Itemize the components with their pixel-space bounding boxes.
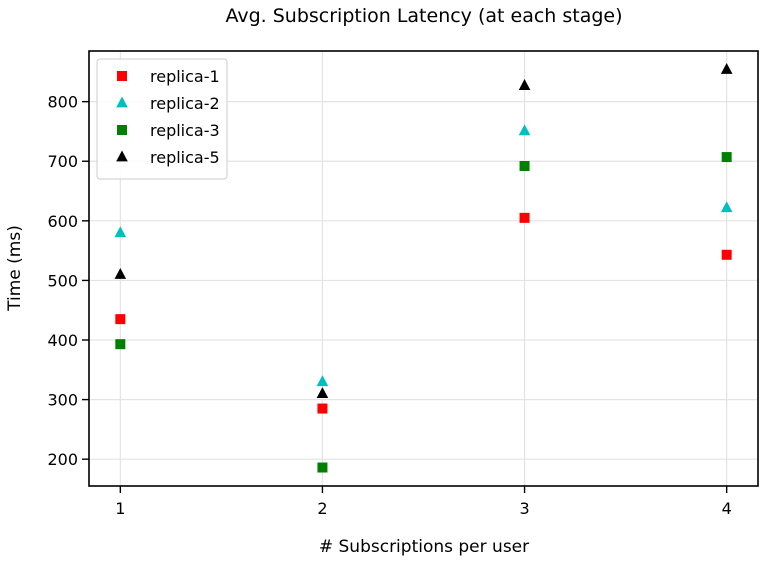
- y-tick-label: 500: [47, 271, 78, 290]
- y-tick-label: 600: [47, 212, 78, 231]
- x-axis-label: # Subscriptions per user: [319, 537, 529, 557]
- plot-area-frame: [88, 50, 759, 487]
- y-tick-label: 400: [47, 331, 78, 350]
- legend-marker-replica-2: [116, 96, 128, 108]
- axis-ticks: 1 2 3 4 200 300 400 500 600 700 800: [47, 93, 731, 518]
- legend-label-replica-5: replica-5: [150, 148, 220, 167]
- x-tick-label: 2: [317, 499, 327, 518]
- point-replica-1-x2: [317, 403, 328, 414]
- point-replica-5-x4: [720, 62, 733, 74]
- y-tick-label: 800: [47, 93, 78, 112]
- point-replica-1-x3: [519, 212, 530, 223]
- point-replica-2-x3: [518, 124, 531, 136]
- point-replica-2-x4: [720, 201, 733, 213]
- x-tick-label: 3: [519, 499, 529, 518]
- legend-box: [96, 58, 228, 180]
- legend-label-replica-2: replica-2: [150, 94, 220, 113]
- legend-label-replica-3: replica-3: [150, 121, 220, 140]
- point-replica-2-x2: [316, 375, 329, 387]
- point-replica-5-x1: [114, 267, 127, 279]
- point-replica-3-x4: [721, 152, 732, 163]
- point-replica-5-x2: [316, 387, 329, 399]
- point-replica-3-x1: [115, 339, 126, 350]
- legend-marker-replica-3: [117, 125, 127, 135]
- y-tick-label: 200: [47, 450, 78, 469]
- legend-marker-replica-1: [117, 71, 127, 81]
- point-replica-1-x4: [721, 249, 732, 260]
- x-tick-label: 1: [115, 499, 125, 518]
- legend: replica-1 replica-2 replica-3 replica-5: [96, 58, 228, 180]
- data-points: [114, 62, 733, 473]
- legend-label-replica-1: replica-1: [150, 67, 220, 86]
- y-tick-label: 300: [47, 391, 78, 410]
- point-replica-3-x3: [519, 161, 530, 172]
- y-axis-label: Time (ms): [5, 225, 25, 312]
- legend-marker-replica-5: [116, 150, 128, 162]
- point-replica-1-x1: [115, 314, 126, 325]
- point-replica-3-x2: [317, 462, 328, 473]
- point-replica-2-x1: [114, 226, 127, 238]
- y-tick-label: 700: [47, 152, 78, 171]
- chart-title: Avg. Subscription Latency (at each stage…: [225, 5, 622, 27]
- x-tick-label: 4: [722, 499, 732, 518]
- point-replica-5-x3: [518, 79, 531, 90]
